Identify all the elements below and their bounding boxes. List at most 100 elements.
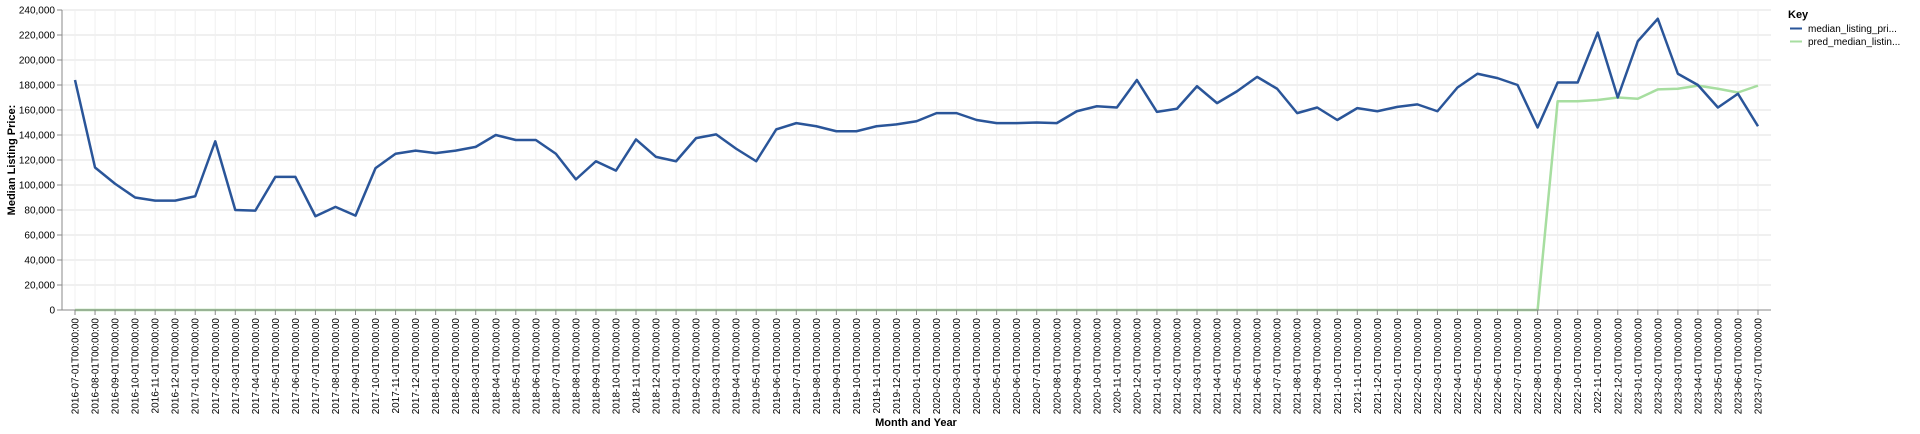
x-tick-label: 2020-08-01T00:00:00 bbox=[1052, 318, 1063, 415]
x-tick-label: 2020-12-01T00:00:00 bbox=[1132, 318, 1143, 415]
x-tick-label: 2023-02-01T00:00:00 bbox=[1653, 318, 1664, 415]
x-tick-label: 2017-02-01T00:00:00 bbox=[211, 318, 222, 415]
x-tick-label: 2018-07-01T00:00:00 bbox=[551, 318, 562, 415]
x-tick-label: 2019-07-01T00:00:00 bbox=[792, 318, 803, 415]
x-tick-label: 2019-01-01T00:00:00 bbox=[672, 318, 683, 415]
x-tick-label: 2022-01-01T00:00:00 bbox=[1393, 318, 1404, 415]
x-tick-label: 2016-09-01T00:00:00 bbox=[111, 318, 122, 415]
legend-label: pred_median_listin... bbox=[1808, 37, 1900, 48]
x-tick-label: 2020-07-01T00:00:00 bbox=[1032, 318, 1043, 415]
x-tick-label: 2021-04-01T00:00:00 bbox=[1213, 318, 1224, 415]
x-tick-label: 2016-07-01T00:00:00 bbox=[71, 318, 82, 415]
y-tick-label: 80,000 bbox=[24, 206, 55, 217]
legend: Key median_listing_pri... pred_median_lis… bbox=[1788, 9, 1900, 48]
x-tick-label: 2016-10-01T00:00:00 bbox=[131, 318, 142, 415]
x-tick-label: 2023-05-01T00:00:00 bbox=[1713, 318, 1724, 415]
x-tick-label: 2018-03-01T00:00:00 bbox=[471, 318, 482, 415]
x-tick-label: 2020-03-01T00:00:00 bbox=[952, 318, 963, 415]
x-tick-label: 2021-01-01T00:00:00 bbox=[1152, 318, 1163, 415]
y-tick-label: 240,000 bbox=[19, 6, 56, 17]
x-tick-label: 2017-06-01T00:00:00 bbox=[291, 318, 302, 415]
x-tick-label: 2020-01-01T00:00:00 bbox=[912, 318, 923, 415]
x-tick-label: 2018-01-01T00:00:00 bbox=[431, 318, 442, 415]
x-tick-label: 2018-06-01T00:00:00 bbox=[531, 318, 542, 415]
x-tick-label: 2017-08-01T00:00:00 bbox=[331, 318, 342, 415]
y-ticks: 0 20,000 40,000 60,000 80,000 100,000 120,000 1… bbox=[19, 6, 62, 317]
x-tick-label: 2022-12-01T00:00:00 bbox=[1613, 318, 1624, 415]
x-tick-label: 2018-12-01T00:00:00 bbox=[652, 318, 663, 415]
x-tick-label: 2021-10-01T00:00:00 bbox=[1333, 318, 1344, 415]
x-tick-label: 2023-03-01T00:00:00 bbox=[1673, 318, 1684, 415]
x-tick-label: 2017-03-01T00:00:00 bbox=[231, 318, 242, 415]
x-axis-title: Month and Year bbox=[875, 417, 957, 429]
x-tick-label: 2016-11-01T00:00:00 bbox=[151, 318, 162, 414]
x-tick-label: 2022-05-01T00:00:00 bbox=[1473, 318, 1484, 415]
x-tick-label: 2017-11-01T00:00:00 bbox=[391, 318, 402, 414]
x-tick-label: 2021-09-01T00:00:00 bbox=[1313, 318, 1324, 415]
x-tick-label: 2017-09-01T00:00:00 bbox=[351, 318, 362, 415]
x-tick-label: 2020-11-01T00:00:00 bbox=[1112, 318, 1123, 414]
y-tick-label: 200,000 bbox=[19, 56, 56, 67]
series-line-median-listing-price bbox=[73, 17, 1760, 218]
x-tick-label: 2022-06-01T00:00:00 bbox=[1493, 318, 1504, 415]
y-tick-label: 220,000 bbox=[19, 31, 56, 42]
legend-label: median_listing_pri... bbox=[1808, 24, 1897, 35]
x-tick-label: 2019-02-01T00:00:00 bbox=[692, 318, 703, 415]
x-tick-label: 2022-07-01T00:00:00 bbox=[1513, 318, 1524, 415]
x-tick-label: 2018-02-01T00:00:00 bbox=[451, 318, 462, 415]
x-tick-label: 2016-08-01T00:00:00 bbox=[91, 318, 102, 415]
x-tick-label: 2021-08-01T00:00:00 bbox=[1293, 318, 1304, 415]
x-tick-label: 2018-09-01T00:00:00 bbox=[591, 318, 602, 415]
x-tick-label: 2017-07-01T00:00:00 bbox=[311, 318, 322, 415]
x-tick-label: 2019-03-01T00:00:00 bbox=[712, 318, 723, 415]
y-tick-label: 160,000 bbox=[19, 106, 56, 117]
gridlines bbox=[62, 9, 1771, 311]
x-tick-label: 2018-05-01T00:00:00 bbox=[511, 318, 522, 415]
x-tick-label: 2018-11-01T00:00:00 bbox=[632, 318, 643, 414]
x-tick-label: 2022-09-01T00:00:00 bbox=[1553, 318, 1564, 415]
x-tick-label: 2021-06-01T00:00:00 bbox=[1253, 318, 1264, 415]
y-tick-label: 0 bbox=[49, 306, 55, 317]
x-tick-label: 2019-04-01T00:00:00 bbox=[732, 318, 743, 415]
x-tick-label: 2020-02-01T00:00:00 bbox=[932, 318, 943, 415]
x-tick-label: 2017-04-01T00:00:00 bbox=[251, 318, 262, 415]
x-tick-label: 2020-06-01T00:00:00 bbox=[1012, 318, 1023, 415]
x-tick-label: 2020-10-01T00:00:00 bbox=[1092, 318, 1103, 415]
x-tick-label: 2023-07-01T00:00:00 bbox=[1754, 318, 1765, 415]
x-tick-label: 2021-12-01T00:00:00 bbox=[1373, 318, 1384, 415]
x-tick-label: 2021-02-01T00:00:00 bbox=[1172, 318, 1183, 415]
y-axis-title: Median Listing Price: bbox=[6, 105, 18, 216]
x-tick-label: 2019-12-01T00:00:00 bbox=[892, 318, 903, 415]
x-tick-label: 2017-01-01T00:00:00 bbox=[191, 318, 202, 415]
x-tick-label: 2022-11-01T00:00:00 bbox=[1593, 318, 1604, 414]
y-tick-label: 100,000 bbox=[19, 181, 56, 192]
x-tick-label: 2019-11-01T00:00:00 bbox=[872, 318, 883, 414]
x-tick-label: 2017-10-01T00:00:00 bbox=[371, 318, 382, 415]
y-tick-label: 180,000 bbox=[19, 81, 56, 92]
y-tick-label: 140,000 bbox=[19, 131, 56, 142]
x-tick-label: 2021-05-01T00:00:00 bbox=[1233, 318, 1244, 415]
x-tick-label: 2022-10-01T00:00:00 bbox=[1573, 318, 1584, 415]
y-tick-label: 60,000 bbox=[24, 231, 55, 242]
x-tick-label: 2022-04-01T00:00:00 bbox=[1453, 318, 1464, 415]
x-tick-label: 2019-06-01T00:00:00 bbox=[772, 318, 783, 415]
x-tick-label: 2022-08-01T00:00:00 bbox=[1533, 318, 1544, 415]
x-tick-label: 2020-05-01T00:00:00 bbox=[992, 318, 1003, 415]
x-tick-label: 2018-10-01T00:00:00 bbox=[611, 318, 622, 415]
x-tick-label: 2019-09-01T00:00:00 bbox=[832, 318, 843, 415]
x-tick-label: 2023-06-01T00:00:00 bbox=[1733, 318, 1744, 415]
x-tick-label: 2017-05-01T00:00:00 bbox=[271, 318, 282, 415]
y-tick-label: 120,000 bbox=[19, 156, 56, 167]
x-tick-label: 2021-07-01T00:00:00 bbox=[1273, 318, 1284, 415]
y-tick-label: 40,000 bbox=[24, 256, 55, 267]
x-tick-label: 2020-04-01T00:00:00 bbox=[972, 318, 983, 415]
legend-title: Key bbox=[1788, 9, 1809, 21]
x-tick-label: 2022-03-01T00:00:00 bbox=[1433, 318, 1444, 415]
x-tick-label: 2020-09-01T00:00:00 bbox=[1072, 318, 1083, 415]
x-tick-label: 2019-10-01T00:00:00 bbox=[852, 318, 863, 415]
x-tick-label: 2019-05-01T00:00:00 bbox=[752, 318, 763, 415]
y-tick-label: 20,000 bbox=[24, 281, 55, 292]
x-tick-label: 2016-12-01T00:00:00 bbox=[171, 318, 182, 415]
